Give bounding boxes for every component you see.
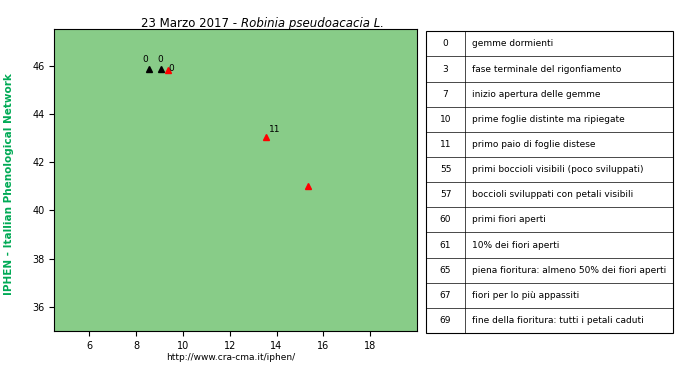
Text: primi fiori aperti: primi fiori aperti	[472, 215, 545, 224]
Text: 0: 0	[168, 64, 174, 73]
Text: 61: 61	[440, 241, 452, 250]
Text: 0: 0	[443, 39, 448, 48]
Text: 10: 10	[440, 115, 452, 124]
Text: gemme dormienti: gemme dormienti	[472, 39, 553, 48]
Text: IPHEN - Itallian Phenological Network: IPHEN - Itallian Phenological Network	[4, 73, 14, 295]
Text: Robinia pseudoacacia L.: Robinia pseudoacacia L.	[241, 17, 384, 29]
Text: 7: 7	[443, 90, 448, 99]
Text: 10% dei fiori aperti: 10% dei fiori aperti	[472, 241, 559, 250]
Text: 60: 60	[440, 215, 452, 224]
Text: 69: 69	[440, 316, 452, 325]
Text: boccioli sviluppati con petali visibili: boccioli sviluppati con petali visibili	[472, 190, 633, 199]
Text: fase terminale del rigonfiamento: fase terminale del rigonfiamento	[472, 64, 621, 74]
Text: fiori per lo più appassiti: fiori per lo più appassiti	[472, 291, 579, 300]
Text: 57: 57	[440, 190, 452, 199]
Text: 55: 55	[440, 165, 452, 174]
Text: 0: 0	[158, 56, 163, 64]
Text: inizio apertura delle gemme: inizio apertura delle gemme	[472, 90, 600, 99]
Text: 11: 11	[440, 140, 452, 149]
Text: 0: 0	[142, 56, 148, 64]
Text: 67: 67	[440, 291, 452, 300]
Text: 65: 65	[440, 266, 452, 275]
Text: 3: 3	[443, 64, 448, 74]
Text: primo paio di foglie distese: primo paio di foglie distese	[472, 140, 595, 149]
Text: fine della fioritura: tutti i petali caduti: fine della fioritura: tutti i petali cad…	[472, 316, 643, 325]
Text: primi boccioli visibili (poco sviluppati): primi boccioli visibili (poco sviluppati…	[472, 165, 643, 174]
Text: http://www.cra-cma.it/iphen/: http://www.cra-cma.it/iphen/	[166, 354, 295, 362]
Text: 23 Marzo 2017 -: 23 Marzo 2017 -	[141, 17, 241, 29]
Text: piena fioritura: almeno 50% dei fiori aperti: piena fioritura: almeno 50% dei fiori ap…	[472, 266, 666, 275]
Text: 11: 11	[268, 125, 280, 134]
Text: prime foglie distinte ma ripiegate: prime foglie distinte ma ripiegate	[472, 115, 624, 124]
